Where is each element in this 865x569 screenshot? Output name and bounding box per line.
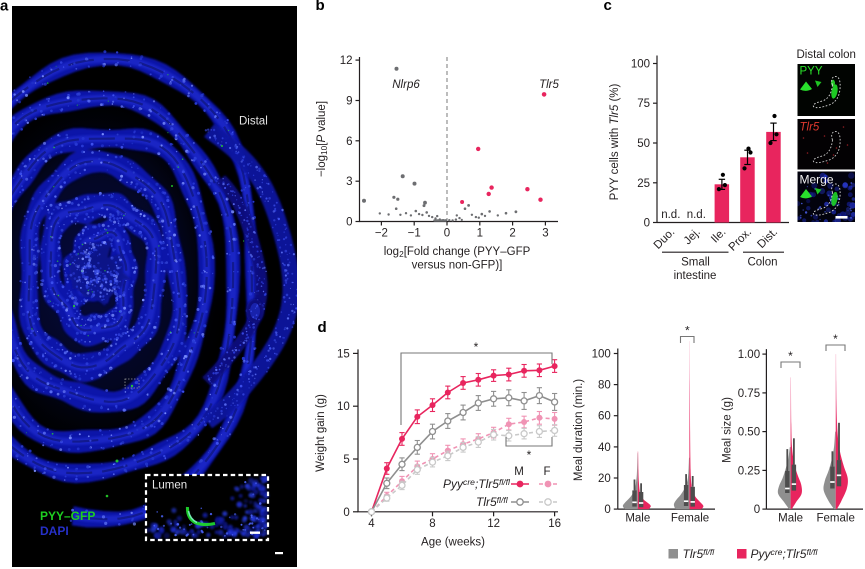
svg-text:−log10[P value]: −log10[P value] [316,101,329,177]
svg-text:5: 5 [343,454,349,466]
svg-text:Distal colon: Distal colon [797,49,856,61]
svg-text:Meal size (g): Meal size (g) [722,397,734,463]
svg-text:versus non-GFP)]: versus non-GFP)] [412,260,503,272]
svg-text:4: 4 [368,518,375,530]
svg-text:M: M [514,466,524,478]
svg-text:9: 9 [346,96,352,108]
svg-text:Pyycre;Tlr5fl/fl: Pyycre;Tlr5fl/fl [751,547,819,561]
svg-text:12: 12 [340,55,353,67]
svg-text:PYY: PYY [800,66,823,78]
svg-text:Ile.: Ile. [709,226,728,245]
svg-text:100: 100 [631,59,650,71]
svg-text:intestine: intestine [674,270,717,282]
svg-text:Tlr5fl/fl: Tlr5fl/fl [683,547,716,561]
svg-text:*: * [833,332,838,346]
svg-text:2: 2 [509,228,515,240]
svg-text:Tlr5fl/fl: Tlr5fl/fl [476,495,509,509]
svg-text:25: 25 [637,178,650,190]
svg-text:12: 12 [487,518,500,530]
svg-text:Dist.: Dist. [755,226,780,251]
svg-text:Male: Male [625,513,650,525]
svg-text:80: 80 [598,380,611,392]
svg-text:75: 75 [637,98,650,110]
svg-text:b: b [316,0,325,14]
svg-text:40: 40 [598,442,611,454]
svg-text:*: * [474,340,479,354]
svg-text:0.25: 0.25 [738,465,760,477]
svg-text:0: 0 [604,504,610,516]
svg-text:−2: −2 [375,228,388,240]
svg-text:Nlrp6: Nlrp6 [392,79,420,91]
svg-text:3: 3 [346,176,352,188]
svg-text:log2[Fold change (PYY–GFP: log2[Fold change (PYY–GFP [384,246,531,259]
svg-text:Duo.: Duo. [652,226,678,252]
svg-text:Colon: Colon [747,257,777,269]
svg-text:Female: Female [817,513,855,525]
svg-text:1.00: 1.00 [738,349,760,361]
svg-text:Jej.: Jej. [682,226,703,247]
svg-text:0.50: 0.50 [738,427,760,439]
svg-text:F: F [543,466,550,478]
svg-text:n.d.: n.d. [661,209,680,221]
svg-text:0: 0 [346,217,352,229]
svg-text:Tlr5: Tlr5 [800,122,820,134]
svg-text:0: 0 [343,507,349,519]
svg-text:Small: Small [681,257,710,269]
svg-text:Age (weeks): Age (weeks) [421,537,485,549]
svg-text:15: 15 [337,348,350,360]
svg-text:100: 100 [592,349,611,361]
svg-text:60: 60 [598,411,611,423]
svg-text:d: d [318,319,327,336]
svg-text:3: 3 [542,228,548,240]
svg-text:Prox.: Prox. [727,226,754,253]
svg-text:0: 0 [644,218,650,230]
svg-text:Weight gain (g): Weight gain (g) [315,394,327,472]
svg-text:50: 50 [637,138,650,150]
svg-text:a: a [0,0,9,15]
svg-text:c: c [604,0,612,14]
svg-text:8: 8 [429,518,435,530]
svg-text:Pyycre;Tlr5fl/fl: Pyycre;Tlr5fl/fl [443,477,511,491]
svg-text:6: 6 [346,136,352,148]
svg-text:Tlr5: Tlr5 [539,79,559,91]
svg-text:Male: Male [778,513,803,525]
svg-text:0: 0 [754,504,760,516]
svg-text:0.75: 0.75 [738,388,760,400]
svg-text:*: * [527,448,532,462]
svg-text:16: 16 [548,518,561,530]
svg-text:−1: −1 [408,228,421,240]
svg-text:*: * [685,324,690,338]
svg-text:Meal duration (min.): Meal duration (min.) [573,379,585,481]
svg-text:1: 1 [477,228,483,240]
svg-text:Merge: Merge [800,173,834,187]
svg-text:20: 20 [598,473,611,485]
svg-text:*: * [788,349,793,363]
svg-text:10: 10 [337,401,350,413]
svg-text:Female: Female [671,513,709,525]
svg-text:n.d.: n.d. [687,209,706,221]
svg-text:PYY cells with Tlr5 (%): PYY cells with Tlr5 (%) [609,83,621,200]
svg-text:0: 0 [444,228,450,240]
